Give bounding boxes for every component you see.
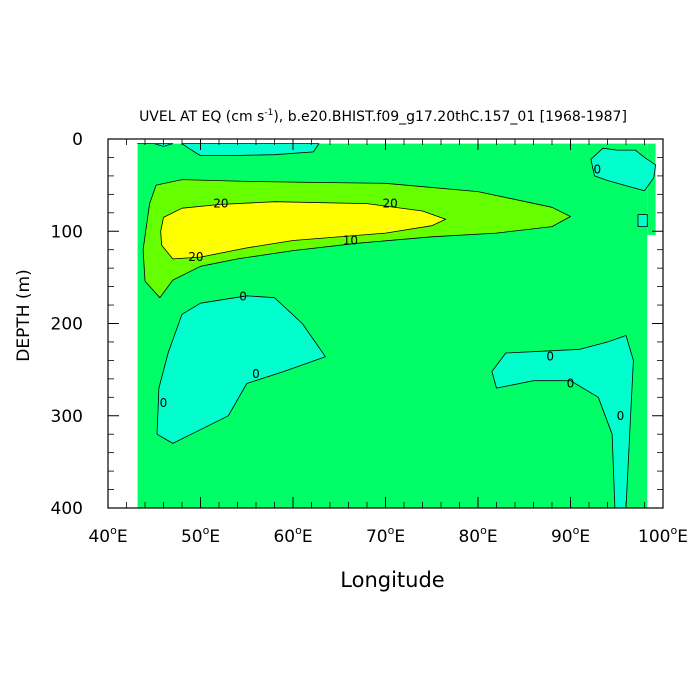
y-tick-label: 0 bbox=[72, 130, 83, 150]
title-rest: ), b.e20.BHIST.f09_g17.20thC.157_01 [196… bbox=[273, 109, 627, 125]
contour-label-6: 0 bbox=[252, 367, 260, 381]
contour-region-7 bbox=[590, 147, 656, 192]
contour-region-1 bbox=[137, 143, 174, 147]
contour-label-5: 0 bbox=[239, 290, 247, 304]
y-tick-label: 200 bbox=[51, 315, 83, 335]
axis-titles: Longitude DEPTH (m) bbox=[14, 269, 445, 592]
x-tick-label: 40oE bbox=[88, 524, 127, 547]
x-tick-label: 90oE bbox=[551, 524, 590, 547]
title-superscript: -1 bbox=[264, 108, 273, 118]
contour-label-4: 20 bbox=[188, 250, 203, 264]
chart-title: UVEL AT EQ (cm s-1), b.e20.BHIST.f09_g17… bbox=[139, 108, 627, 125]
contour-label-10: 0 bbox=[617, 409, 625, 423]
y-tick-label: 100 bbox=[51, 222, 83, 242]
x-tick-label: 60oE bbox=[273, 524, 312, 547]
contour-label-7: 0 bbox=[160, 396, 168, 410]
contour-label-1: 20 bbox=[213, 197, 228, 211]
contour-label-11: 0 bbox=[594, 162, 602, 176]
axis-ticks: 40oE 50oE 60oE 70oE 80oE 90oE 100oE01002003004… bbox=[51, 130, 688, 547]
contour-region-6 bbox=[491, 335, 634, 509]
x-tick-label: 50oE bbox=[181, 524, 220, 547]
title-main: UVEL AT EQ (cm s bbox=[139, 109, 264, 125]
contour-region-4 bbox=[160, 201, 446, 260]
contour-label-9: 0 bbox=[567, 376, 575, 390]
chart-title-text: UVEL AT EQ (cm s-1), b.e20.BHIST.f09_g17… bbox=[139, 108, 627, 125]
contour-fields bbox=[137, 143, 656, 509]
field-background-extension bbox=[647, 143, 656, 235]
contour-region-5 bbox=[156, 295, 326, 444]
y-tick-label: 300 bbox=[51, 407, 83, 427]
x-tick-label: 70oE bbox=[366, 524, 405, 547]
x-axis-title: Longitude bbox=[340, 568, 444, 592]
contour-region-8 bbox=[637, 214, 648, 227]
x-tick-label: 80oE bbox=[458, 524, 497, 547]
contour-label-3: 10 bbox=[343, 233, 358, 247]
contour-region-2 bbox=[181, 143, 320, 156]
contour-label-8: 0 bbox=[546, 350, 554, 364]
contour-label-2: 20 bbox=[382, 197, 397, 211]
y-tick-label: 400 bbox=[51, 499, 83, 519]
y-axis-title: DEPTH (m) bbox=[14, 269, 34, 361]
x-tick-label: 100oE bbox=[638, 524, 688, 547]
